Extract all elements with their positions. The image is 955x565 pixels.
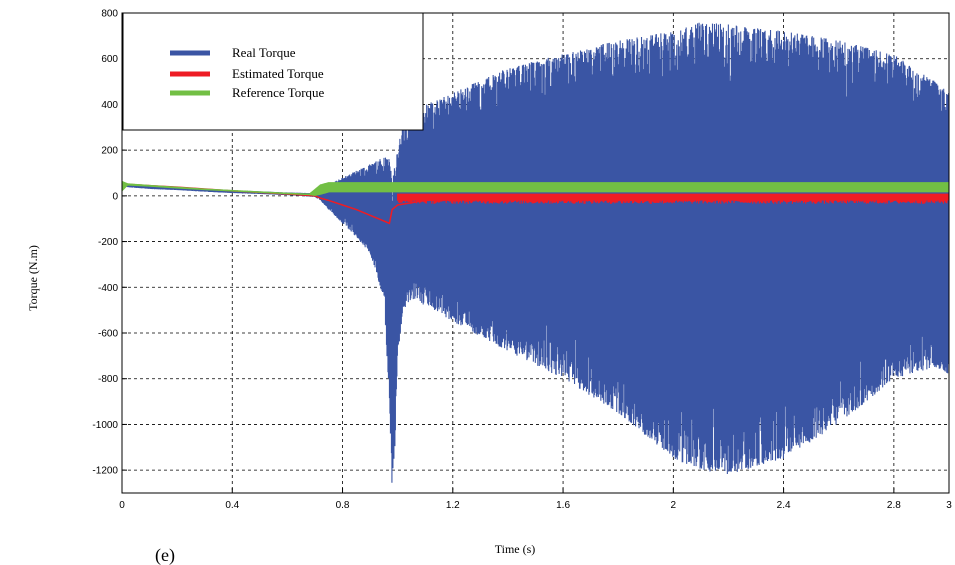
x-tick-label: 0.4 xyxy=(225,500,239,511)
series-estimated-torque-band xyxy=(397,193,949,204)
plot-frame xyxy=(121,12,950,494)
y-tick-label: 200 xyxy=(101,146,118,157)
y-tick-label: -1200 xyxy=(92,466,118,477)
legend-label-real-torque: Real Torque xyxy=(232,45,296,60)
x-tick-label: 1.2 xyxy=(446,500,460,511)
y-tick-label: -1000 xyxy=(92,420,118,431)
y-tick-label: -800 xyxy=(98,374,118,385)
x-axis-ticks: 0 0.4 0.8 1.2 1.6 2 2.4 2.8 3 xyxy=(119,488,952,511)
x-tick-label: 1.6 xyxy=(556,500,570,511)
x-tick-label: 3 xyxy=(946,500,952,511)
series-reference-torque xyxy=(122,181,949,196)
y-tick-label: -600 xyxy=(98,329,118,340)
series-layer xyxy=(122,22,949,483)
x-axis-label: Time (s) xyxy=(495,542,536,556)
legend: Real Torque Estimated Torque Reference T… xyxy=(122,12,424,131)
x-tick-label: 0 xyxy=(119,500,125,511)
x-tick-label: 2.4 xyxy=(777,500,791,511)
y-tick-label: -400 xyxy=(98,283,118,294)
x-tick-label: 2.8 xyxy=(887,500,901,511)
y-tick-label: 400 xyxy=(101,100,118,111)
y-axis-label: Torque (N.m) xyxy=(26,245,40,311)
x-tick-label: 2 xyxy=(671,500,677,511)
y-tick-label: 600 xyxy=(101,54,118,65)
y-tick-label: -200 xyxy=(98,237,118,248)
y-tick-label: 0 xyxy=(112,191,118,202)
panel-label: (e) xyxy=(155,545,175,565)
legend-label-estimated-torque: Estimated Torque xyxy=(232,66,324,81)
y-axis-ticks: 800 600 400 200 0 -200 -400 -600 -800 -1000 -1200 xyxy=(92,9,127,477)
legend-label-reference-torque: Reference Torque xyxy=(232,85,325,100)
y-tick-label: 800 xyxy=(101,9,118,20)
series-reference-torque-path xyxy=(122,181,949,196)
x-tick-label: 0.8 xyxy=(336,500,350,511)
